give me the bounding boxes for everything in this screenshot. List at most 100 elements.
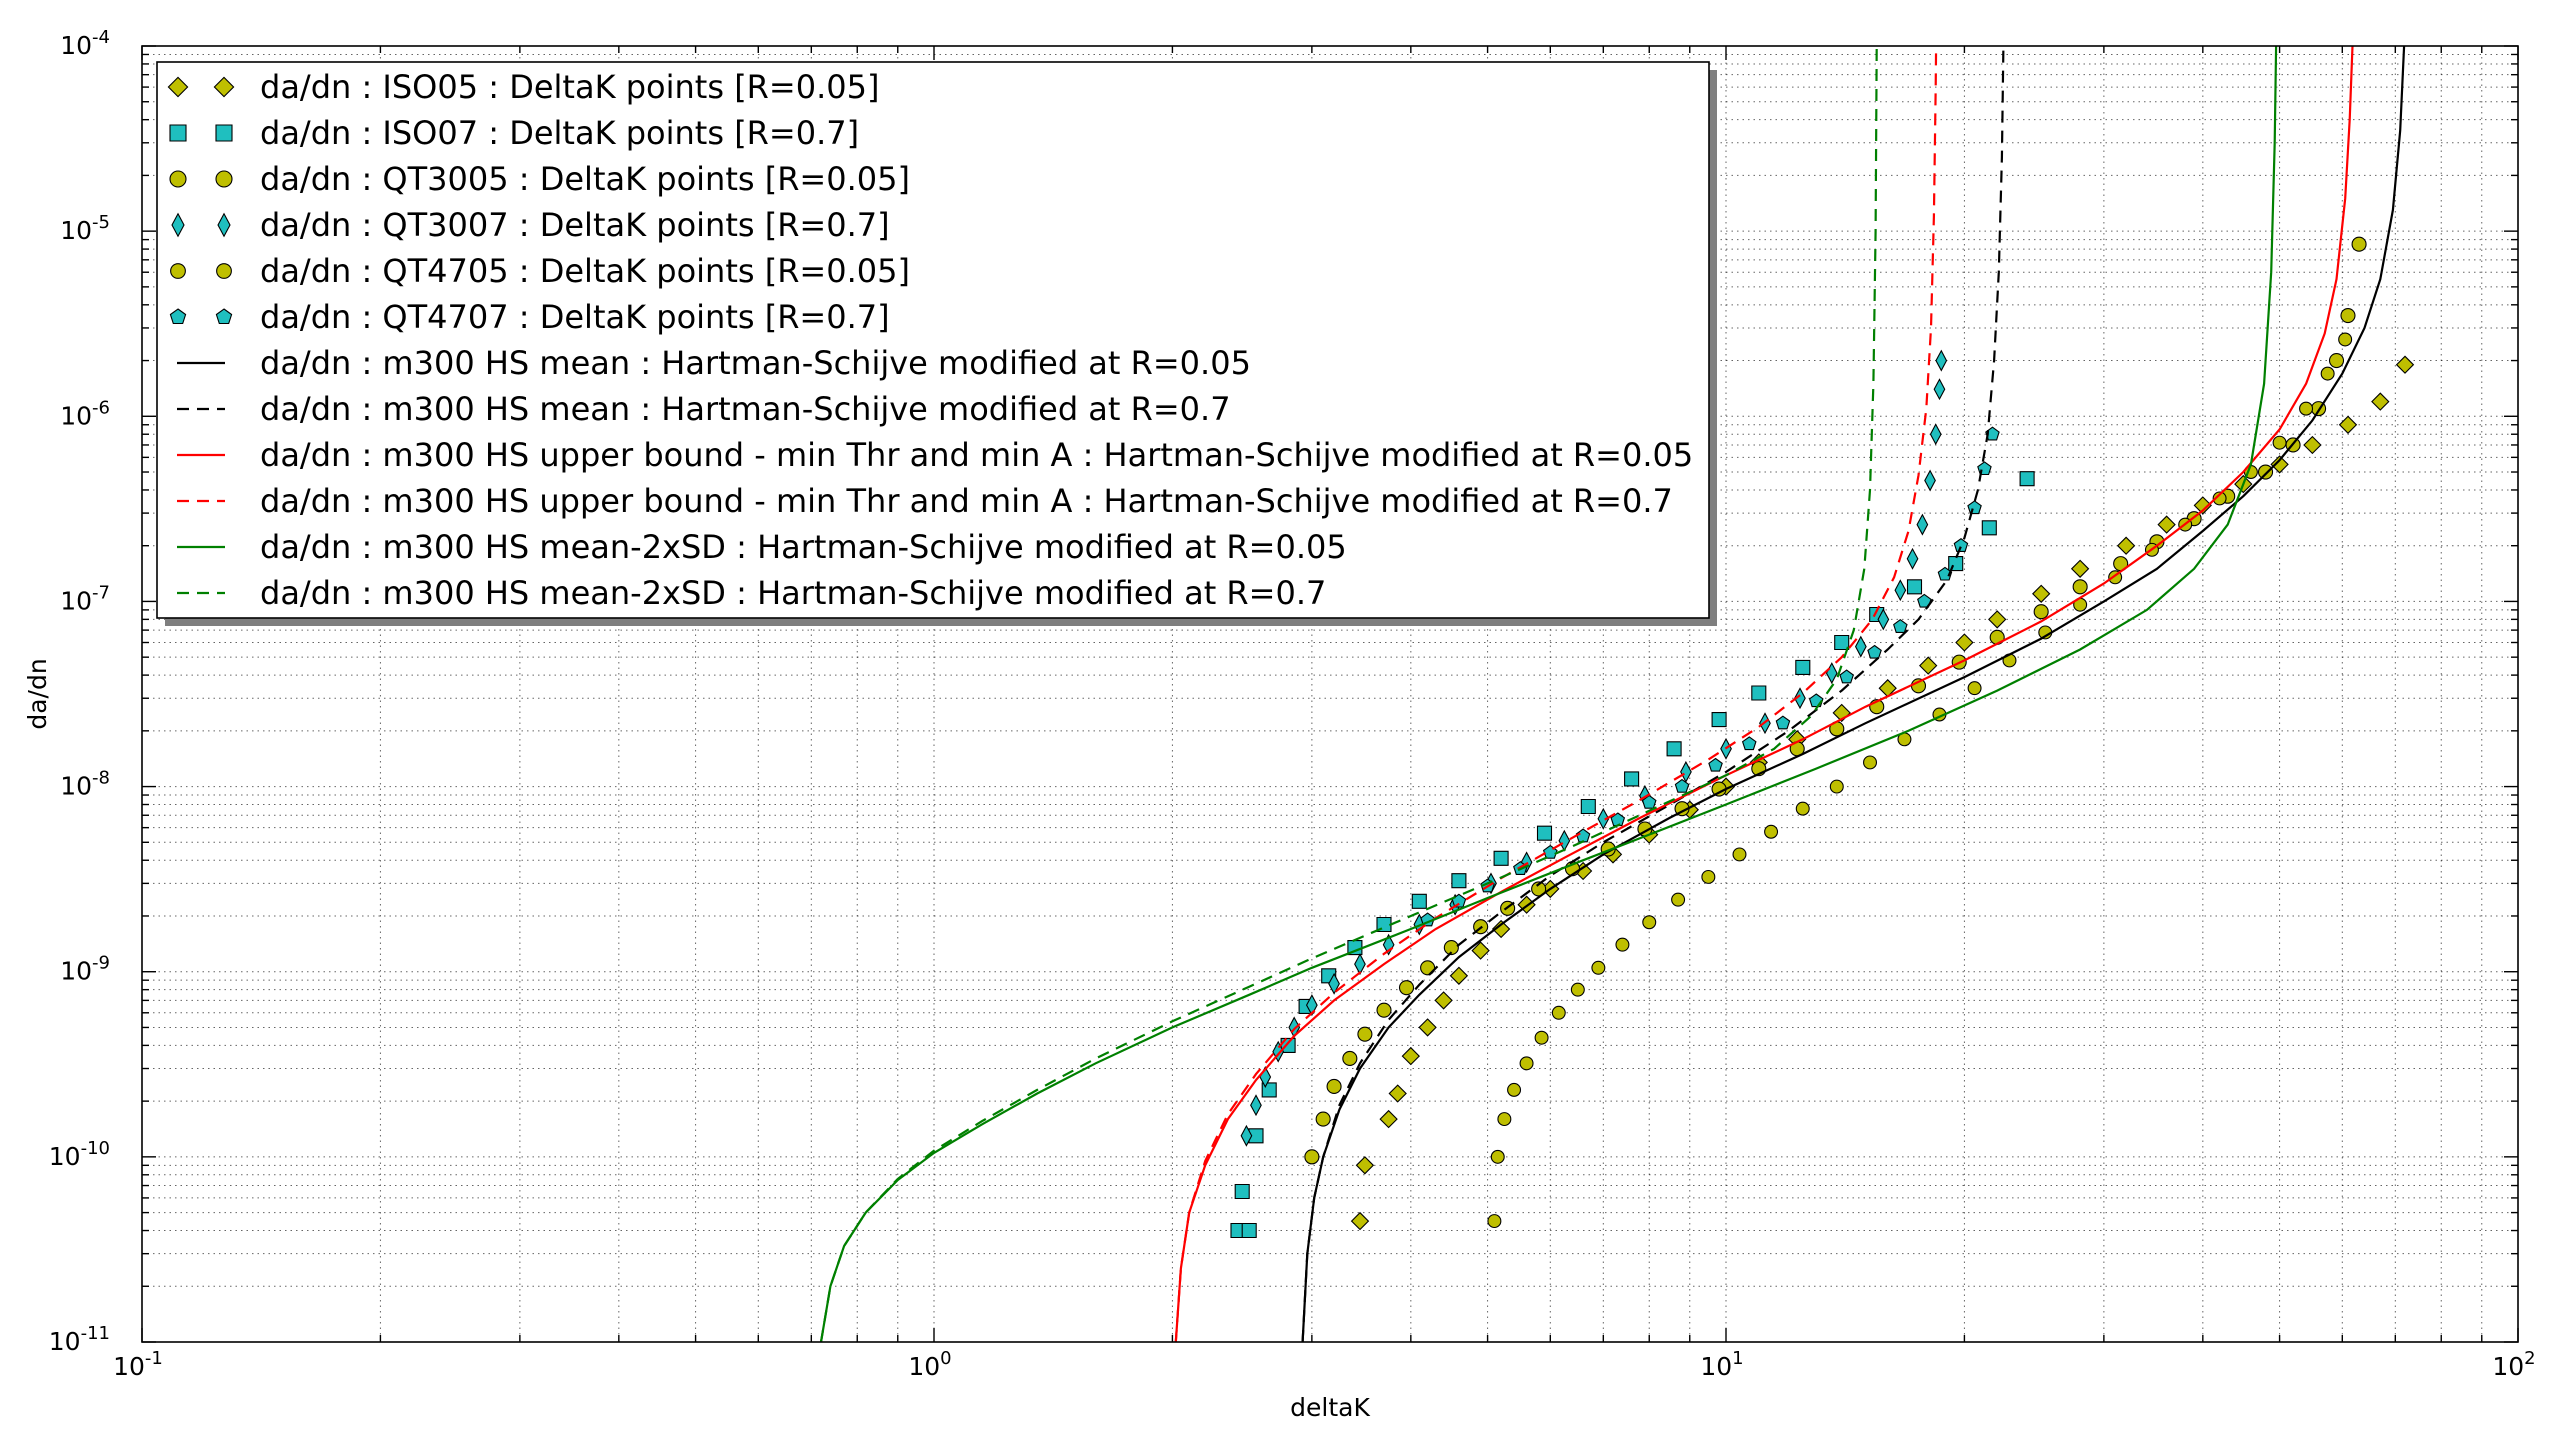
legend-entry: da/dn : m300 HS mean : Hartman-Schijve m…	[177, 390, 1231, 428]
legend-label: da/dn : QT3007 : DeltaK points [R=0.7]	[260, 206, 890, 244]
data-point	[1411, 893, 1427, 909]
data-point	[1434, 991, 1453, 1010]
data-point	[1534, 1030, 1549, 1045]
legend-entry: da/dn : ISO07 : DeltaK points [R=0.7]	[169, 114, 859, 152]
series-3	[1304, 236, 2367, 1165]
x-tick-label: 102	[2492, 1348, 2535, 1381]
data-point	[216, 263, 232, 279]
data-point	[2371, 392, 2390, 411]
data-point	[1894, 579, 1907, 602]
x-tick-label: 10-1	[113, 1348, 163, 1381]
data-point	[2328, 353, 2345, 369]
legend-entry: da/dn : m300 HS mean : Hartman-Schijve m…	[177, 344, 1251, 382]
data-point	[1764, 824, 1779, 839]
data-point	[1674, 778, 1690, 793]
plot-frame	[141, 45, 2519, 1343]
data-point	[1449, 966, 1469, 985]
data-point	[1497, 1112, 1512, 1127]
series-line	[1174, 46, 2354, 1342]
legend-entry: da/dn : QT3005 : DeltaK points [R=0.05]	[169, 160, 910, 198]
data-point	[1867, 644, 1882, 659]
data-point	[2257, 464, 2274, 480]
data-point	[1732, 847, 1747, 862]
legend-label: da/dn : QT4707 : DeltaK points [R=0.7]	[260, 298, 890, 336]
legend-box	[156, 61, 1710, 619]
series-10	[1174, 46, 1938, 1342]
data-point	[1536, 825, 1553, 841]
data-point	[1471, 941, 1490, 960]
data-point	[1355, 1156, 1375, 1175]
data-point	[1935, 349, 1948, 372]
data-point	[1580, 798, 1596, 815]
data-point	[167, 76, 189, 98]
data-point	[2351, 236, 2367, 252]
data-point	[2019, 471, 2035, 487]
legend-entry: da/dn : QT4705 : DeltaK points [R=0.05]	[170, 252, 910, 290]
data-point	[1597, 807, 1610, 830]
data-point	[2193, 496, 2212, 515]
data-point	[1795, 659, 1811, 675]
data-point	[2116, 536, 2136, 555]
legend-label: da/dn : m300 HS upper bound - min Thr an…	[260, 482, 1673, 520]
data-point	[215, 308, 233, 325]
data-point	[1708, 757, 1723, 772]
data-point	[2299, 401, 2314, 416]
data-point	[2272, 435, 2287, 450]
data-point	[1751, 685, 1767, 701]
data-point	[1451, 873, 1467, 889]
data-point	[2157, 515, 2176, 534]
data-point	[1832, 703, 1851, 723]
data-point	[1834, 634, 1850, 651]
data-point	[1531, 881, 1547, 897]
data-point	[1250, 1094, 1262, 1117]
y-tick-label: 10-8	[60, 768, 110, 801]
data-point	[1615, 937, 1630, 952]
data-point	[1357, 1026, 1373, 1042]
data-point	[1624, 771, 1640, 787]
data-point	[1305, 994, 1318, 1017]
data-point	[1315, 1111, 1331, 1127]
data-point	[1401, 1046, 1420, 1066]
data-point	[1519, 1056, 1534, 1071]
data-point	[1398, 980, 1415, 996]
data-point	[1839, 669, 1854, 684]
y-tick-label: 10-9	[60, 953, 110, 986]
data-point	[1775, 715, 1791, 730]
data-point	[1919, 656, 1938, 675]
data-point	[1877, 608, 1890, 631]
data-point	[1418, 1018, 1437, 1037]
data-point	[2033, 604, 2049, 620]
data-point	[1916, 513, 1929, 536]
legend-label: da/dn : QT4705 : DeltaK points [R=0.05]	[260, 252, 910, 290]
data-point	[1642, 915, 1657, 930]
data-point	[1342, 1050, 1358, 1067]
data-point	[2320, 366, 2335, 381]
legend-label: da/dn : m300 HS upper bound - min Thr an…	[260, 436, 1693, 474]
data-point	[1929, 423, 1942, 446]
legend: da/dn : ISO05 : DeltaK points [R=0.05] da…	[156, 61, 1717, 626]
data-point	[1955, 633, 1974, 652]
legend-label: da/dn : QT3005 : DeltaK points [R=0.05]	[260, 160, 910, 198]
series-12	[819, 46, 1878, 1342]
series-line	[1301, 46, 2406, 1342]
data-point	[1906, 547, 1919, 570]
data-point	[2303, 435, 2322, 455]
series-line	[819, 46, 1878, 1342]
data-point	[2212, 491, 2227, 506]
data-point	[1240, 1124, 1253, 1147]
data-point	[1924, 469, 1936, 492]
data-point	[1666, 741, 1682, 757]
data-point	[1241, 1222, 1257, 1239]
data-point	[1490, 1149, 1505, 1164]
data-point	[2395, 355, 2415, 374]
data-point	[170, 263, 186, 279]
data-point	[1272, 1040, 1285, 1063]
data-point	[171, 212, 185, 238]
series-line	[1174, 46, 1938, 1342]
series-line	[819, 46, 2278, 1342]
series-9	[1174, 46, 2354, 1342]
legend-entry: da/dn : m300 HS upper bound - min Thr an…	[177, 482, 1673, 520]
data-point	[215, 170, 233, 188]
data-point	[217, 212, 231, 238]
